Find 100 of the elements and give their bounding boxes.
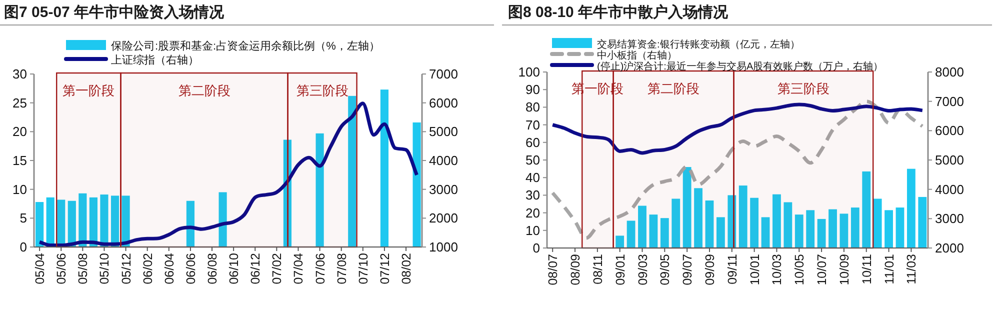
- bar: [694, 188, 702, 248]
- bar: [412, 122, 421, 247]
- bar: [884, 210, 893, 248]
- legend-label: 上证综指（右轴）: [111, 54, 199, 66]
- x-tick-label: 06/12: [248, 252, 263, 284]
- bar: [750, 198, 759, 248]
- band-label: 第三阶段: [296, 83, 348, 98]
- x-tick-label: 06/04: [162, 252, 176, 284]
- band-label: 第二阶段: [178, 83, 230, 98]
- x-tick-label: 05/12: [119, 252, 134, 284]
- x-tick-label: 07/06: [313, 252, 328, 284]
- bar: [616, 236, 624, 248]
- y2-tick-label: 6000: [935, 123, 964, 138]
- x-tick-label: 09/09: [702, 254, 717, 286]
- y-tick-label: 0: [532, 240, 540, 256]
- bar: [862, 171, 871, 248]
- bar: [348, 96, 356, 247]
- bar: [817, 218, 826, 248]
- chart-title: 图8 08-10 年牛市中散户入场情况: [508, 3, 730, 21]
- legend-label: 保险公司:股票和基金:占资金运用余额比例（%，左轴）: [111, 40, 380, 52]
- bar: [283, 140, 292, 247]
- y2-tick-label: 8000: [935, 64, 964, 80]
- bar: [316, 133, 324, 247]
- bar: [122, 196, 130, 247]
- bar: [772, 194, 781, 248]
- y2-tick-label: 3000: [429, 182, 458, 197]
- x-tick-label: 05/04: [33, 252, 48, 284]
- y-tick-label: 25: [12, 95, 27, 110]
- bar: [896, 208, 904, 248]
- bar: [840, 214, 848, 248]
- x-tick-label: 10/07: [815, 254, 830, 286]
- bar: [68, 200, 76, 247]
- x-tick-label: 09/03: [636, 254, 650, 286]
- y-tick-label: 20: [526, 205, 540, 220]
- bar: [716, 217, 725, 248]
- y2-tick-label: 1000: [429, 240, 458, 254]
- bar: [100, 194, 108, 247]
- y2-tick-label: 3000: [935, 211, 964, 226]
- bar: [850, 208, 860, 248]
- x-tick-label: 08/02: [400, 252, 414, 284]
- legend-label: (停止)沪深合计:最近一年参与交易A股有效账户数（万户，右轴）: [597, 60, 884, 72]
- line-series: [550, 100, 924, 240]
- y-tick-label: 5: [20, 210, 27, 226]
- chart-title: 图7 05-07 年牛市中险资入场情况: [4, 3, 226, 21]
- bar: [906, 168, 916, 248]
- y-tick-label: 15: [12, 153, 27, 168]
- bar: [36, 202, 44, 247]
- y-tick-label: 80: [526, 100, 540, 115]
- x-tick-label: 09/05: [658, 254, 672, 286]
- band-label: 第三阶段: [777, 81, 830, 96]
- y2-tick-label: 6000: [429, 95, 458, 110]
- y2-tick-label: 4000: [429, 153, 458, 168]
- x-tick-label: 09/07: [680, 254, 695, 286]
- x-tick-label: 05/06: [54, 252, 69, 284]
- bar: [738, 186, 748, 248]
- bar: [806, 210, 815, 248]
- y2-tick-label: 5000: [429, 124, 458, 140]
- bar: [784, 202, 792, 248]
- y2-tick-label: 2000: [935, 240, 964, 256]
- x-tick-label: 11/01: [882, 254, 896, 284]
- x-tick-label: 09/11: [725, 254, 740, 284]
- bar: [89, 197, 98, 247]
- x-tick-label: 07/08: [334, 252, 349, 284]
- bar: [649, 214, 658, 248]
- x-tick-label: 07/10: [356, 252, 370, 284]
- y-tick-label: 90: [526, 82, 540, 98]
- x-tick-label: 07/12: [378, 252, 392, 284]
- bar: [828, 209, 837, 248]
- x-tick-label: 10/01: [748, 254, 762, 286]
- x-tick-label: 08/07: [546, 254, 560, 286]
- bar: [660, 218, 669, 248]
- bar: [78, 193, 87, 247]
- y-tick-label: 20: [12, 124, 27, 140]
- x-tick-label: 07/04: [292, 252, 306, 284]
- y-tick-label: 70: [526, 117, 540, 132]
- y2-tick-label: 2000: [429, 210, 458, 226]
- bar: [672, 198, 680, 248]
- bar: [186, 200, 194, 247]
- y-tick-label: 10: [12, 182, 27, 197]
- x-tick-label: 06/02: [140, 252, 155, 284]
- x-tick-label: 10/11: [860, 254, 874, 284]
- bar: [218, 192, 227, 247]
- x-tick-label: 05/10: [98, 252, 112, 284]
- bar: [918, 196, 927, 248]
- x-tick-label: 08/11: [590, 254, 605, 284]
- y-tick-label: 60: [526, 134, 540, 150]
- y2-tick-label: 5000: [935, 152, 964, 168]
- y-tick-label: 30: [12, 66, 27, 82]
- line-series: [550, 102, 924, 155]
- bar: [626, 220, 636, 248]
- x-tick-label: 07/02: [270, 252, 284, 284]
- x-tick-label: 10/03: [770, 254, 784, 286]
- x-tick-label: 10/05: [792, 254, 807, 286]
- line-series: [38, 102, 419, 247]
- bar: [873, 198, 882, 248]
- bar: [110, 196, 120, 247]
- x-tick-label: 10/09: [837, 254, 852, 286]
- legend-label: 中小板指（右轴）: [597, 50, 677, 62]
- band-label: 第一阶段: [62, 83, 115, 98]
- bar: [761, 217, 770, 248]
